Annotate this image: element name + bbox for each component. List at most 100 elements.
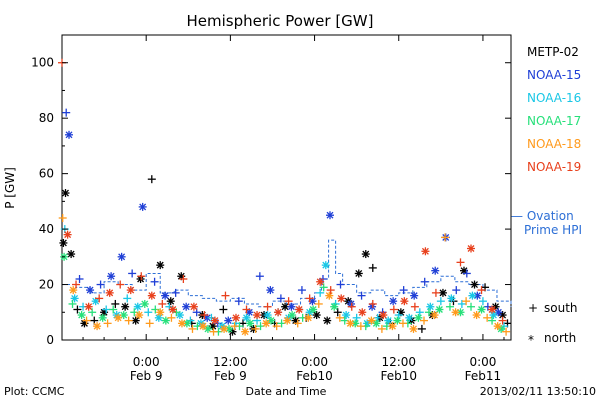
data-point-metp-02 <box>219 305 228 314</box>
data-point-noaa-18 <box>272 322 281 331</box>
data-point-noaa-15 <box>255 272 264 281</box>
data-point-noaa-19 <box>72 280 81 289</box>
data-point-noaa-19 <box>231 313 240 322</box>
data-point-noaa-16 <box>405 313 414 322</box>
data-point-noaa-18 <box>283 316 292 325</box>
data-point-noaa-16 <box>321 261 330 270</box>
data-point-noaa-19 <box>410 302 419 311</box>
data-point-noaa-18 <box>241 327 250 336</box>
data-point-noaa-18 <box>335 313 344 322</box>
footer-timestamp: 2013/02/11 13:50:10 <box>480 385 596 398</box>
data-point-noaa-15 <box>357 291 366 300</box>
data-point-noaa-17 <box>77 311 86 320</box>
data-point-noaa-18 <box>251 324 260 333</box>
data-point-noaa-17 <box>68 299 77 308</box>
y-axis-label: P [GW] <box>3 167 17 209</box>
data-point-noaa-15 <box>150 277 159 286</box>
data-point-noaa-18 <box>188 324 197 333</box>
data-point-noaa-19 <box>467 244 476 253</box>
data-point-noaa-18 <box>502 327 511 336</box>
data-point-noaa-17 <box>393 316 402 325</box>
data-point-noaa-15 <box>431 266 440 275</box>
data-point-noaa-19 <box>179 275 188 283</box>
data-point-noaa-16 <box>384 316 393 325</box>
data-point-metp-02 <box>333 308 342 317</box>
data-point-noaa-16 <box>468 291 477 300</box>
data-point-noaa-16 <box>426 302 435 311</box>
data-point-noaa-19 <box>400 297 409 306</box>
data-point-metp-02 <box>470 280 479 289</box>
data-point-noaa-19 <box>84 302 93 311</box>
data-point-noaa-15 <box>336 280 345 289</box>
data-point-noaa-18 <box>93 322 102 331</box>
data-point-noaa-19 <box>253 311 262 320</box>
data-point-metp-02 <box>73 305 82 314</box>
data-point-noaa-15 <box>483 302 492 311</box>
chart-title: Hemispheric Power [GW] <box>187 12 374 30</box>
data-point-noaa-17 <box>309 305 318 314</box>
data-point-noaa-17 <box>319 283 328 292</box>
data-point-noaa-15 <box>86 286 95 295</box>
data-point-noaa-17 <box>435 305 444 314</box>
data-point-noaa-16 <box>457 299 466 308</box>
data-point-noaa-19 <box>221 291 230 300</box>
data-point-noaa-15 <box>224 316 233 325</box>
data-point-noaa-18 <box>209 327 218 336</box>
legend-marker-south-label: south <box>544 301 578 315</box>
data-point-noaa-18 <box>220 324 229 333</box>
data-point-noaa-19 <box>242 305 251 314</box>
data-point-noaa-18 <box>304 313 313 322</box>
data-point-noaa-15 <box>138 202 147 211</box>
data-point-noaa-19 <box>295 305 304 314</box>
data-point-noaa-17 <box>88 308 97 317</box>
legend-entry-noaa-19: NOAA-19 <box>527 160 581 174</box>
data-point-noaa-19 <box>147 291 156 300</box>
y-tick-label: 100 <box>31 56 54 70</box>
data-point-noaa-18 <box>472 311 481 320</box>
data-point-noaa-18 <box>69 286 78 295</box>
data-point-noaa-19 <box>305 294 314 303</box>
x-tick-label-time: 12:00 <box>213 355 248 369</box>
data-point-noaa-15 <box>65 130 74 139</box>
legend: METP-02 NOAA-15 NOAA-16 NOAA-17 NOAA-18 … <box>511 45 582 347</box>
data-point-noaa-18 <box>103 319 112 328</box>
x-tick-label-date: Feb10 <box>296 369 333 383</box>
data-point-noaa-18 <box>82 316 91 325</box>
legend-entry-ovation-line1: — Ovation <box>511 209 574 223</box>
legend-entry-ovation-line2: Prime HPI <box>524 223 582 237</box>
data-point-noaa-18 <box>124 316 133 325</box>
legend-marker-south-symbol: + <box>528 301 538 315</box>
data-point-noaa-18 <box>483 313 492 322</box>
data-point-noaa-19 <box>498 316 507 325</box>
data-points-layer <box>58 58 512 336</box>
data-point-metp-02 <box>67 250 76 259</box>
y-tick-label: 0 <box>46 333 54 347</box>
data-point-noaa-19 <box>347 302 356 311</box>
data-point-noaa-15 <box>462 269 471 278</box>
data-point-noaa-16 <box>447 294 456 303</box>
data-point-noaa-15 <box>75 275 84 283</box>
data-point-noaa-15 <box>399 286 408 295</box>
x-tick-label-date: Feb 9 <box>214 369 247 383</box>
data-point-noaa-17 <box>246 319 255 328</box>
data-point-noaa-18 <box>167 313 176 322</box>
data-point-noaa-18 <box>430 311 439 320</box>
data-point-noaa-15 <box>234 297 243 306</box>
data-point-noaa-19 <box>488 305 497 314</box>
data-point-noaa-15 <box>171 288 180 297</box>
data-point-noaa-17 <box>477 305 486 314</box>
data-point-noaa-15 <box>452 286 461 295</box>
data-point-noaa-19 <box>421 247 430 256</box>
data-point-metp-02 <box>417 324 426 333</box>
data-point-noaa-18 <box>398 319 407 328</box>
data-point-noaa-16 <box>263 311 272 320</box>
x-tick-label-time: 0:00 <box>469 355 496 369</box>
x-tick-label-time: 0:00 <box>133 355 160 369</box>
data-point-noaa-19 <box>379 311 388 320</box>
data-point-metp-02 <box>312 311 321 320</box>
data-point-noaa-15 <box>297 286 306 295</box>
data-point-noaa-17 <box>414 313 423 322</box>
data-point-metp-02 <box>354 269 363 278</box>
